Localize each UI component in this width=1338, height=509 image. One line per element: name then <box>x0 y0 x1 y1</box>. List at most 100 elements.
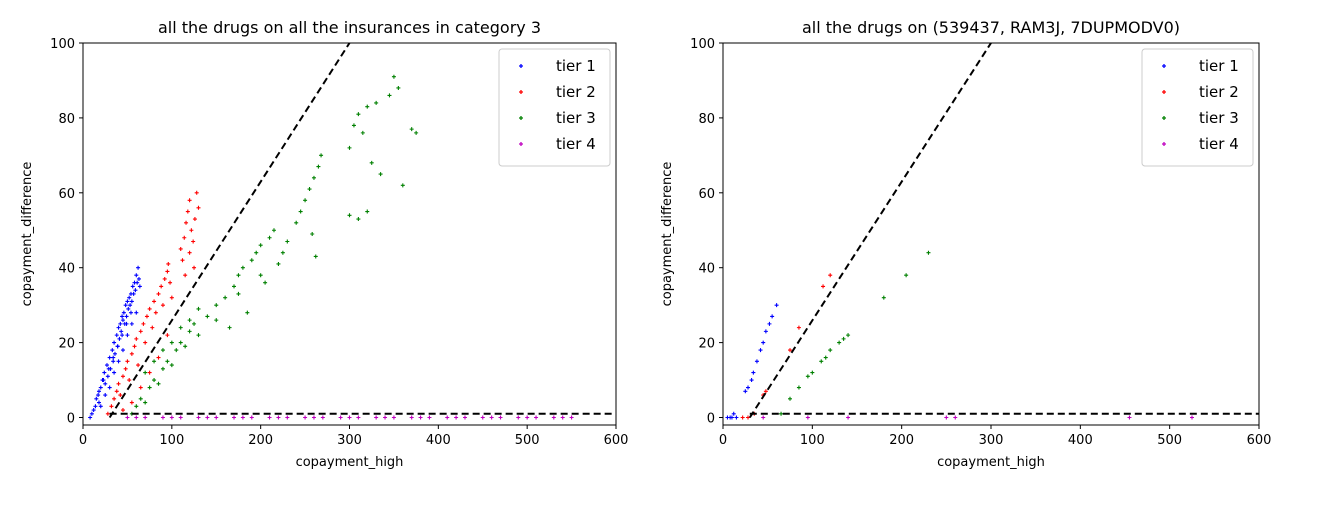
data-point <box>125 359 130 364</box>
data-point <box>187 250 192 255</box>
data-point <box>236 291 241 296</box>
data-point <box>414 130 419 135</box>
data-point <box>926 250 931 255</box>
data-point <box>116 381 121 386</box>
data-point <box>159 284 164 289</box>
data-point <box>96 389 101 394</box>
data-point <box>846 333 851 338</box>
data-point <box>120 314 125 319</box>
chart-title: all the drugs on all the insurances in c… <box>158 18 541 37</box>
data-point <box>169 295 174 300</box>
data-point <box>178 325 183 330</box>
data-point <box>365 104 370 109</box>
data-point <box>267 415 272 420</box>
data-point <box>111 359 116 364</box>
data-point <box>378 172 383 177</box>
data-point <box>369 160 374 165</box>
data-point <box>160 348 165 353</box>
data-point <box>129 400 134 405</box>
data-point <box>749 378 754 383</box>
data-point <box>240 265 245 270</box>
data-point <box>135 280 140 285</box>
legend-label: tier 3 <box>556 109 596 127</box>
data-point <box>120 318 125 323</box>
data-point <box>837 340 842 345</box>
left-scatter-plot: 0 100 200 300 400 500 600 0 20 40 60 80 100 all the d… <box>20 18 628 470</box>
data-point <box>96 400 101 405</box>
data-point <box>285 239 290 244</box>
data-point <box>214 303 219 308</box>
series-tier-4 <box>761 415 1194 420</box>
x-tick-label: 100 <box>159 433 184 448</box>
data-point <box>169 340 174 345</box>
data-point <box>105 374 110 379</box>
data-point <box>118 393 123 398</box>
legend: tier 1 tier 2 tier 3 tier 4 <box>498 48 611 167</box>
data-point <box>249 415 254 420</box>
data-point <box>731 411 736 416</box>
data-point <box>569 415 574 420</box>
data-point <box>319 153 324 158</box>
x-tick-label: 200 <box>889 433 914 448</box>
data-point <box>156 355 161 360</box>
data-point <box>156 291 161 296</box>
data-point <box>751 370 756 375</box>
y-tick-label: 80 <box>698 112 715 127</box>
data-point <box>360 130 365 135</box>
data-point <box>89 411 94 416</box>
data-point <box>143 340 148 345</box>
data-point <box>165 269 170 274</box>
data-point <box>180 258 185 263</box>
data-point <box>110 348 115 353</box>
y-tick-label: 100 <box>690 37 715 52</box>
data-point <box>134 404 139 409</box>
data-point <box>387 93 392 98</box>
x-tick-label: 400 <box>426 433 451 448</box>
data-point <box>117 336 122 341</box>
x-axis-label: copayment_high <box>296 455 404 470</box>
data-point <box>192 217 197 222</box>
data-point <box>125 299 130 304</box>
legend-label: tier 4 <box>556 135 596 153</box>
data-point <box>763 389 768 394</box>
legend-marker <box>519 142 523 146</box>
data-point <box>560 415 565 420</box>
x-tick-label: 200 <box>248 433 273 448</box>
data-point <box>136 265 141 270</box>
data-point <box>1127 415 1132 420</box>
data-point <box>383 415 388 420</box>
data-point <box>178 415 183 420</box>
series-tier-3 <box>779 250 931 416</box>
data-point <box>138 385 143 390</box>
y-tick-label: 40 <box>58 262 75 277</box>
data-point <box>127 295 132 300</box>
data-point <box>138 329 143 334</box>
y-tick-label: 60 <box>58 187 75 202</box>
data-point <box>192 265 197 270</box>
data-point <box>347 213 352 218</box>
data-point <box>196 333 201 338</box>
data-point <box>805 374 810 379</box>
data-point <box>165 333 170 338</box>
data-point <box>132 344 137 349</box>
y-tick-label: 40 <box>698 262 715 277</box>
data-point <box>761 340 766 345</box>
data-point <box>310 232 315 236</box>
data-point <box>134 273 139 278</box>
data-point <box>169 415 174 420</box>
data-point <box>184 220 189 225</box>
x-tick-label: 500 <box>1157 433 1182 448</box>
data-point <box>347 145 352 150</box>
data-point <box>128 303 133 308</box>
legend-label: tier 2 <box>556 83 596 101</box>
series-tier-2 <box>105 190 201 416</box>
data-point <box>258 243 263 248</box>
data-point <box>187 318 192 323</box>
data-point <box>112 396 117 401</box>
data-point <box>258 273 263 278</box>
data-point <box>88 415 93 420</box>
data-point <box>303 198 308 203</box>
data-point <box>112 351 117 356</box>
data-point <box>126 306 131 311</box>
x-tick-label: 0 <box>719 433 727 448</box>
